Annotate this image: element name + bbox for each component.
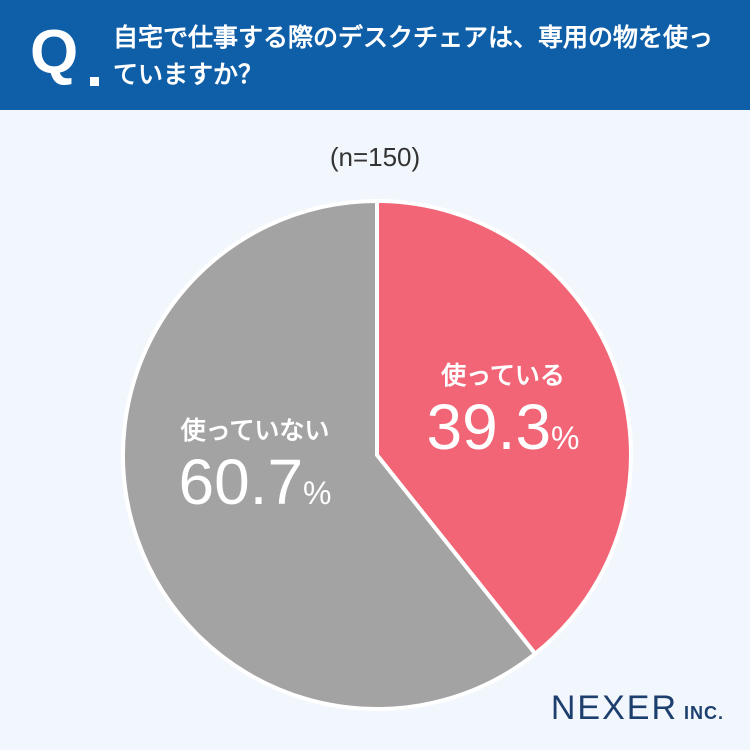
- header-bar: Q 自宅で仕事する際のデスクチェアは、専用の物を使っていますか？: [0, 0, 750, 110]
- slice-unit-not-using: %: [303, 475, 332, 511]
- nexer-logo: NEXER INC.: [551, 689, 724, 728]
- sample-size: (n=150): [329, 142, 421, 172]
- slice-name-using: 使っている: [441, 361, 565, 390]
- slice-value-not-using: 60.7%: [140, 447, 370, 517]
- slice-value-number-not-using: 60.7: [178, 446, 304, 518]
- q-mark: Q: [30, 18, 79, 87]
- slice-unit-using: %: [551, 420, 580, 456]
- logo-suffix: INC.: [684, 703, 724, 723]
- slice-name-not-using: 使っていない: [180, 416, 330, 445]
- pie-slice-using: [375, 199, 633, 656]
- slice-label-using: 使っている 39.3%: [388, 356, 618, 462]
- pie-slice-not-using: [121, 199, 538, 711]
- q-dot: [90, 77, 99, 86]
- slice-value-number-using: 39.3: [426, 391, 552, 463]
- logo-main: NEXER: [550, 689, 678, 727]
- slice-value-using: 39.3%: [388, 392, 618, 462]
- slice-label-not-using: 使っていない 60.7%: [140, 411, 370, 517]
- question-text: 自宅で仕事する際のデスクチェアは、専用の物を使っていますか？: [113, 23, 714, 89]
